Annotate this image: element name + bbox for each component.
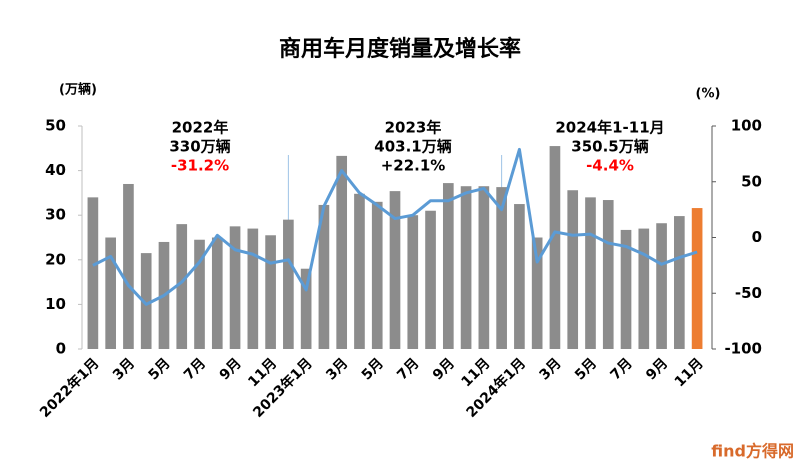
y2-tick-label: 100: [731, 117, 762, 135]
bar: [371, 201, 383, 349]
y-tick-label: 10: [45, 295, 66, 313]
bar: [425, 210, 436, 349]
bar: [211, 237, 223, 349]
bar: [638, 228, 650, 349]
bar: [336, 155, 348, 349]
annotation: 403.1万辆: [374, 138, 451, 156]
annotation: 2024年1-11月: [555, 119, 664, 137]
x-tick-label: 2022年1月: [36, 355, 102, 421]
y-tick-label: 30: [45, 206, 66, 224]
bar: [496, 187, 507, 349]
bar: [87, 197, 99, 349]
bar: [176, 224, 188, 349]
bar: [656, 223, 667, 349]
bar: [620, 229, 632, 349]
bar: [460, 186, 472, 349]
bar: [283, 219, 294, 349]
x-tick-label: 7月: [181, 355, 209, 383]
y2-tick-label: 50: [741, 172, 762, 190]
bar: [105, 237, 116, 349]
x-tick-label: 5月: [359, 355, 387, 383]
x-tick-label: 3月: [110, 355, 138, 383]
bar: [691, 208, 703, 349]
bar: [674, 216, 685, 349]
bar: [602, 200, 614, 349]
x-tick-label: 5月: [146, 355, 174, 383]
x-tick-label: 5月: [572, 355, 600, 383]
annotation: 330万辆: [169, 138, 230, 156]
x-tick-label: 9月: [217, 355, 245, 383]
chart-title: 商用车月度销量及增长率: [279, 36, 521, 62]
x-tick-label: 3月: [323, 355, 351, 383]
annotation: +22.1%: [381, 157, 446, 175]
line: [92, 147, 698, 306]
y-axis-label: (万辆): [59, 82, 97, 98]
annotation: 350.5万辆: [571, 138, 648, 156]
bar: [247, 228, 259, 349]
x-tick-label: 9月: [430, 355, 458, 383]
y2-tick-label: 0: [752, 228, 762, 246]
bar: [265, 235, 276, 349]
bar: [585, 197, 596, 349]
bar: [531, 237, 543, 349]
x-tick-label: 9月: [643, 355, 671, 383]
annotation: -31.2%: [171, 157, 229, 175]
bar: [354, 193, 365, 349]
bar: [389, 191, 401, 349]
y2-tick-label: -100: [724, 340, 762, 358]
annotation: 2022年: [172, 119, 229, 137]
y-tick-label: 20: [45, 250, 66, 268]
bar: [514, 204, 525, 349]
annotation: 2023年: [385, 119, 442, 137]
bar: [442, 183, 454, 349]
bar: [123, 183, 134, 349]
x-tick-label: 7月: [608, 355, 636, 383]
bar: [229, 226, 241, 349]
bar: [407, 215, 419, 349]
bar: [140, 253, 152, 349]
y-tick-label: 40: [45, 161, 66, 179]
x-tick-label: 3月: [536, 355, 564, 383]
brand: find方得网: [711, 442, 794, 461]
x-tick-label: 7月: [394, 355, 422, 383]
x-tick-label: 11月: [672, 355, 707, 390]
bar: [318, 204, 330, 349]
y2-tick-label: -50: [735, 284, 762, 302]
bar: [478, 186, 490, 349]
y-tick-label: 50: [45, 117, 66, 135]
bar: [549, 146, 561, 349]
bar: [300, 268, 312, 349]
bar: [567, 190, 579, 349]
y2-axis-label: (%): [696, 87, 721, 102]
bar: [194, 239, 205, 349]
annotation: -4.4%: [586, 157, 634, 175]
y-tick-label: 0: [56, 340, 66, 358]
